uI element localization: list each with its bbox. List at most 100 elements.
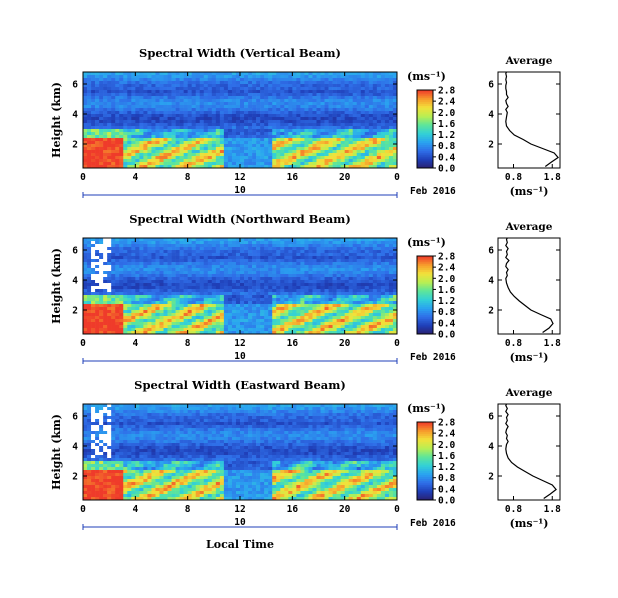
heatmap-cell (179, 96, 184, 100)
heatmap-cell (151, 126, 156, 130)
heatmap-cell (223, 165, 229, 169)
heatmap-cell (256, 81, 261, 85)
heatmap-cell (215, 262, 221, 266)
heatmap-cell (203, 126, 209, 130)
heatmap-cell (175, 81, 180, 85)
heatmap-cell (328, 123, 333, 127)
heatmap-cell (211, 99, 217, 103)
heatmap-cell (219, 147, 225, 151)
heatmap-cell (99, 156, 104, 160)
heatmap-cell (191, 298, 197, 302)
heatmap-cell (99, 238, 104, 242)
heatmap-cell (240, 280, 245, 284)
heatmap-cell (284, 244, 289, 248)
heatmap-cell (316, 283, 321, 287)
heatmap-cell (103, 325, 108, 329)
heatmap-cell (167, 138, 172, 142)
heatmap-cell (364, 277, 370, 281)
heatmap-cell (139, 156, 144, 160)
colorbar-segment (417, 115, 433, 118)
heatmap-cell (352, 268, 358, 272)
heatmap-cell (292, 238, 297, 242)
heatmap-cell (215, 319, 221, 323)
heatmap-cell (103, 277, 108, 281)
heatmap-cell (348, 147, 354, 151)
heatmap-cell (280, 238, 285, 242)
heatmap-cell (252, 72, 257, 76)
heatmap-cell (187, 280, 192, 284)
heatmap-cell (288, 162, 293, 166)
heatmap-cell (316, 253, 321, 257)
heatmap-cell (288, 271, 293, 275)
heatmap-cell (87, 262, 92, 266)
heatmap-cell (380, 141, 386, 145)
heatmap-cell (191, 319, 197, 323)
heatmap-cell (147, 280, 152, 284)
heatmap-cell (356, 247, 362, 251)
heatmap-cell (203, 265, 209, 269)
heatmap-cell (91, 120, 96, 124)
heatmap-cell (207, 147, 213, 151)
heatmap-cell (364, 325, 370, 329)
heatmap-cell (332, 120, 337, 124)
heatmap-cell (199, 262, 205, 266)
heatmap-cell (87, 120, 92, 124)
heatmap-cell (83, 99, 88, 103)
heatmap-cell (91, 111, 96, 115)
colorbar-segment (417, 142, 433, 145)
heatmap-cell (127, 120, 132, 124)
heatmap-cell (107, 96, 112, 100)
heatmap-cell (260, 123, 265, 127)
heatmap-cell (187, 84, 192, 88)
heatmap-cell (231, 331, 237, 335)
heatmap-cell (252, 99, 257, 103)
heatmap-cell (260, 105, 265, 109)
heatmap-cell (360, 147, 366, 151)
heatmap-cell (284, 319, 289, 323)
heatmap-cell (199, 102, 205, 106)
heatmap-cell (187, 298, 192, 302)
heatmap-cell (107, 159, 112, 163)
heatmap-cell (119, 328, 124, 332)
heatmap-cell (171, 265, 176, 269)
heatmap-cell (284, 87, 289, 91)
heatmap-cell (119, 123, 124, 127)
heatmap-cell (235, 96, 241, 100)
heatmap-cell (103, 105, 108, 109)
heatmap-cell (340, 99, 345, 103)
heatmap-cell (223, 316, 229, 320)
heatmap-cell (348, 102, 354, 106)
heatmap-cell (115, 81, 120, 85)
heatmap-cell (163, 262, 168, 266)
heatmap-cell (219, 265, 225, 269)
heatmap-cell (215, 99, 221, 103)
heatmap-cell (127, 274, 132, 278)
heatmap-cell (384, 114, 390, 118)
heatmap-cell (179, 256, 184, 260)
heatmap-cell (211, 313, 217, 317)
heatmap-cell (187, 90, 192, 94)
heatmap-cell (143, 277, 148, 281)
heatmap-cell (115, 117, 120, 121)
heatmap-cell (183, 247, 188, 251)
heatmap-cell (175, 265, 180, 269)
heatmap-cell (203, 304, 209, 308)
heatmap-cell (139, 105, 144, 109)
heatmap-cell (187, 114, 192, 118)
heatmap-cell (276, 298, 281, 302)
heatmap-cell (159, 72, 164, 76)
heatmap-cell (91, 304, 96, 308)
heatmap-gap (95, 274, 100, 278)
heatmap-cell (340, 301, 345, 305)
heatmap-cell (167, 153, 172, 157)
heatmap-cell (195, 126, 201, 130)
heatmap-cell (328, 277, 333, 281)
heatmap-cell (368, 310, 374, 314)
heatmap-cell (344, 87, 349, 91)
heatmap-cell (219, 120, 225, 124)
heatmap-cell (199, 165, 205, 169)
heatmap-cell (183, 289, 188, 293)
heatmap-cell (231, 120, 237, 124)
heatmap-cell (115, 141, 120, 145)
heatmap-cell (344, 268, 349, 272)
